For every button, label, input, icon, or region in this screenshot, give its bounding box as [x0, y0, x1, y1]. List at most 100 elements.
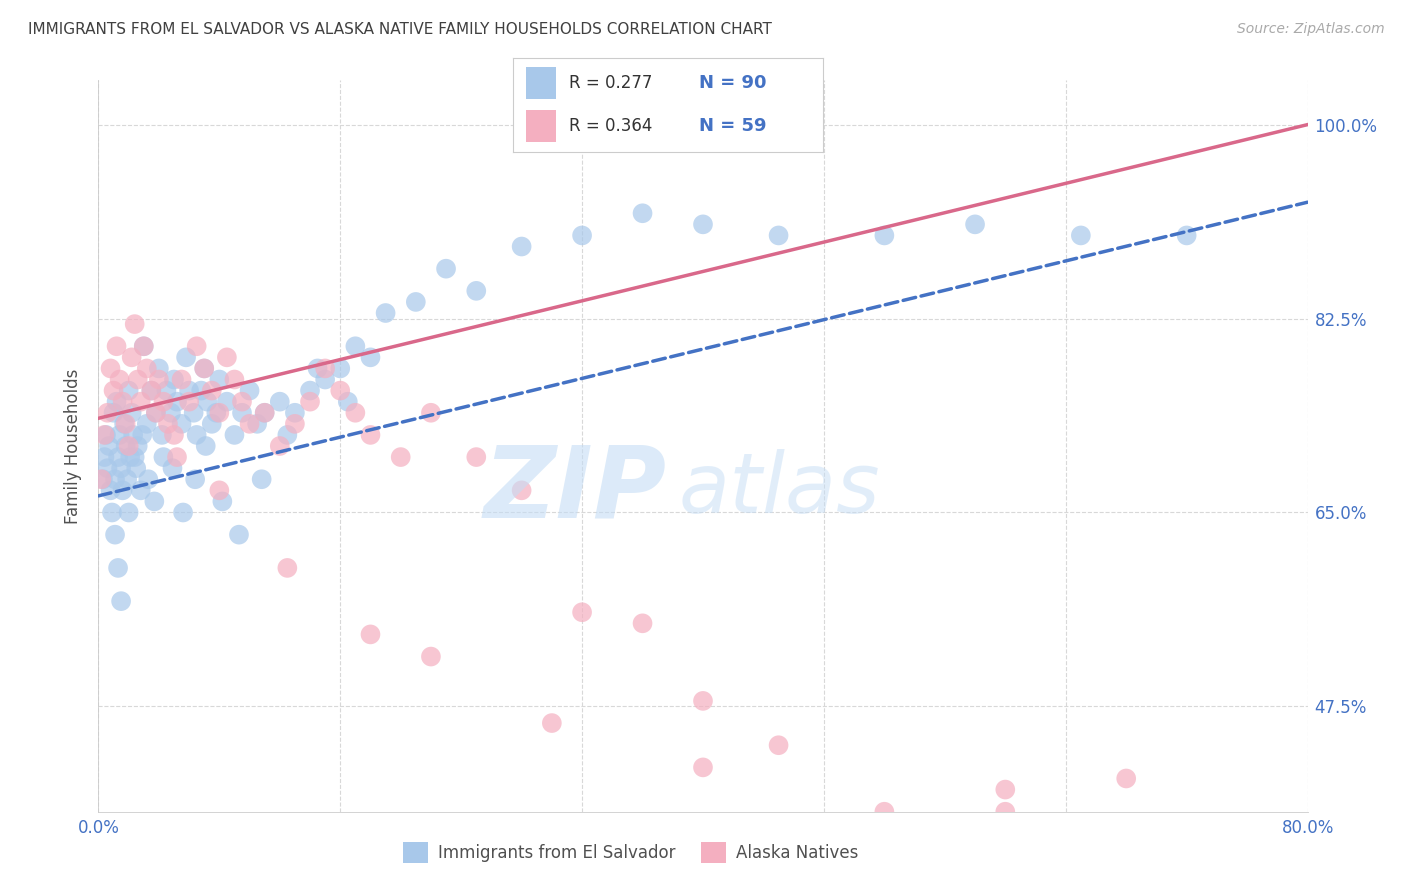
Point	[118, 384, 141, 398]
Point	[125, 461, 148, 475]
Point	[136, 472, 159, 486]
Point	[194, 439, 217, 453]
Point	[155, 384, 177, 398]
Point	[141, 384, 163, 398]
Text: N = 90: N = 90	[699, 74, 766, 92]
Point	[190, 384, 212, 398]
Point	[193, 361, 215, 376]
Point	[389, 450, 412, 464]
Point	[114, 439, 136, 453]
Text: N = 59: N = 59	[699, 118, 766, 136]
Point	[186, 428, 208, 442]
Point	[96, 461, 118, 475]
Text: ZIP: ZIP	[484, 442, 666, 539]
Point	[692, 218, 714, 232]
Point	[100, 483, 122, 498]
Point	[121, 351, 143, 365]
Point	[111, 483, 134, 498]
Point	[540, 716, 562, 731]
Point	[166, 394, 188, 409]
Point	[239, 384, 262, 398]
Point	[360, 351, 382, 365]
Point	[94, 428, 117, 442]
Point	[124, 317, 146, 331]
Point	[344, 406, 367, 420]
Point	[329, 384, 352, 398]
Point	[101, 506, 124, 520]
Point	[98, 439, 121, 453]
Point	[121, 406, 143, 420]
Point	[105, 394, 128, 409]
Text: R = 0.277: R = 0.277	[569, 74, 652, 92]
Point	[208, 372, 231, 386]
Point	[571, 605, 593, 619]
Point	[571, 228, 593, 243]
Point	[208, 406, 231, 420]
Point	[156, 417, 179, 431]
Point	[250, 472, 273, 486]
Point	[420, 406, 443, 420]
Point	[510, 483, 533, 498]
Legend: Immigrants from El Salvador, Alaska Natives: Immigrants from El Salvador, Alaska Nati…	[396, 836, 865, 869]
Point	[360, 627, 382, 641]
Point	[110, 594, 132, 608]
Point	[224, 372, 246, 386]
Point	[148, 372, 170, 386]
Point	[108, 372, 131, 386]
Point	[150, 428, 173, 442]
Point	[215, 351, 238, 365]
Text: atlas: atlas	[679, 450, 880, 531]
Point	[873, 805, 896, 819]
Point	[132, 339, 155, 353]
Bar	[526, 68, 557, 99]
Point	[195, 394, 218, 409]
Point	[510, 239, 533, 253]
Point	[631, 206, 654, 220]
Point	[186, 339, 208, 353]
Point	[135, 417, 157, 431]
Point	[1070, 228, 1092, 243]
Point	[307, 361, 329, 376]
Point	[148, 361, 170, 376]
Point	[103, 406, 125, 420]
Point	[239, 417, 262, 431]
Point	[360, 428, 382, 442]
Point	[145, 406, 167, 420]
Point	[108, 428, 131, 442]
Point	[183, 406, 205, 420]
Point	[994, 805, 1017, 819]
Point	[284, 406, 307, 420]
Point	[420, 649, 443, 664]
Point	[344, 339, 367, 353]
Point	[231, 406, 253, 420]
Point	[184, 472, 207, 486]
Point	[132, 339, 155, 353]
Point	[692, 760, 714, 774]
Point	[170, 372, 193, 386]
Point	[873, 228, 896, 243]
Point	[162, 461, 184, 475]
Point	[329, 361, 352, 376]
Point	[170, 417, 193, 431]
Point	[231, 394, 253, 409]
Point	[299, 384, 322, 398]
Point	[100, 361, 122, 376]
Point	[276, 561, 298, 575]
Point	[228, 527, 250, 541]
Point	[174, 351, 197, 365]
Point	[768, 228, 790, 243]
Point	[93, 450, 115, 464]
Point	[110, 461, 132, 475]
Point	[215, 394, 238, 409]
Point	[631, 616, 654, 631]
Point	[179, 394, 201, 409]
Point	[269, 394, 291, 409]
Point	[336, 394, 359, 409]
Point	[434, 261, 457, 276]
Point	[105, 339, 128, 353]
Point	[692, 694, 714, 708]
Point	[112, 417, 135, 431]
Point	[90, 472, 112, 486]
Point	[314, 372, 336, 386]
Point	[269, 439, 291, 453]
